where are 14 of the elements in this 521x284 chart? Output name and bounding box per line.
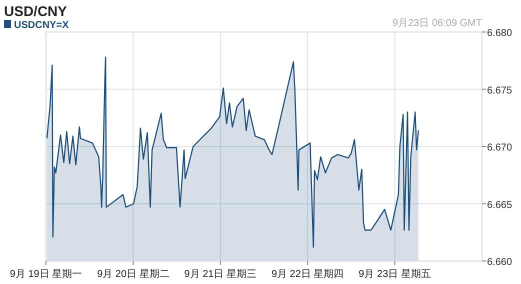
x-tick-label: 9月 22日 星期四 [271,268,344,280]
y-tick-label: 6.660 [487,257,512,268]
y-tick-label: 6.665 [487,200,512,211]
x-tick-label: 9月 20日 星期二 [97,268,170,280]
y-tick-label: 6.680 [487,28,512,39]
y-tick-label: 6.670 [487,142,512,154]
y-tick-label: 6.675 [487,85,512,96]
x-tick-label: 9月 23日 星期五 [358,268,431,280]
chart-subtitle: 9月23日 06:09 GMT [392,18,482,29]
x-tick-label: 9月 19日 星期一 [10,268,82,280]
x-tick-label: 9月 21日 星期三 [184,268,257,280]
legend: USDCNY=X [4,20,69,31]
chart-title: USD/CNY [4,3,68,19]
legend-label: USDCNY=X [14,20,70,31]
